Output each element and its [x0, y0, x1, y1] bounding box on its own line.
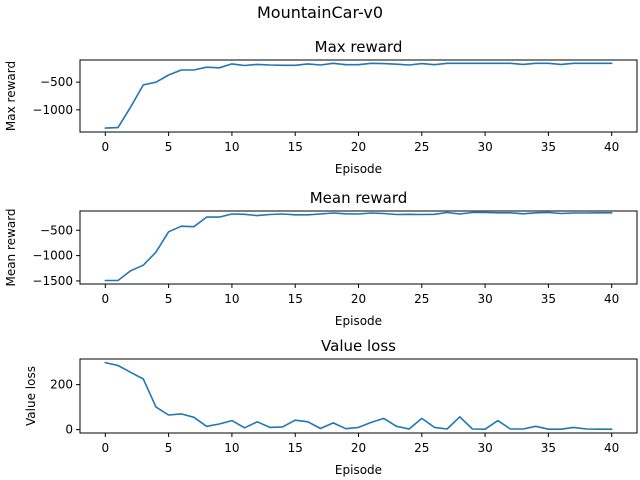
y-tick-label: 0 — [65, 423, 73, 437]
y-tick-label: −1500 — [32, 274, 73, 288]
y-tick-label: −1000 — [32, 103, 73, 117]
x-tick-label: 20 — [351, 292, 366, 306]
y-tick-label: 200 — [50, 378, 73, 392]
x-tick-label: 15 — [288, 292, 303, 306]
y-tick-label: −500 — [40, 223, 73, 237]
x-tick-label: 35 — [541, 292, 556, 306]
x-tick-label: 5 — [165, 140, 173, 154]
x-tick-label: 40 — [604, 292, 619, 306]
max-reward-title: Max reward — [315, 38, 403, 56]
x-tick-label: 35 — [541, 140, 556, 154]
max-reward-xlabel: Episode — [335, 162, 382, 176]
max-reward-axes-frame — [79, 59, 638, 133]
x-tick-label: 25 — [414, 441, 429, 455]
x-tick-label: 15 — [288, 140, 303, 154]
subplot-mean-reward: 0 5 10 15 20 25 30 35 40 −1500 −1000 −500 Mean rewar… — [4, 189, 638, 328]
y-tick-label: −500 — [40, 75, 73, 89]
value-loss-line — [104, 361, 613, 431]
x-tick-label: 0 — [101, 140, 109, 154]
mean-reward-title: Mean reward — [310, 189, 408, 207]
x-tick-label: 30 — [477, 292, 492, 306]
x-tick-label: 0 — [101, 441, 109, 455]
x-tick-label: 10 — [224, 292, 239, 306]
subplot-max-reward: 0 5 10 15 20 25 30 35 40 −1000 −500 Max reward Episo… — [4, 38, 638, 176]
x-tick-label: 0 — [101, 292, 109, 306]
subplot-value-loss: 0 5 10 15 20 25 30 35 40 0 200 Value loss Episode Val… — [24, 337, 638, 477]
x-tick-label: 20 — [351, 140, 366, 154]
mean-reward-axes-frame — [79, 210, 638, 285]
x-tick-label: 40 — [604, 140, 619, 154]
mean-reward-line — [104, 211, 613, 282]
max-reward-ylabel: Max reward — [4, 61, 18, 131]
x-tick-label: 30 — [477, 441, 492, 455]
value-loss-ylabel: Value loss — [24, 366, 38, 426]
x-tick-label: 35 — [541, 441, 556, 455]
figure-suptitle: MountainCar-v0 — [257, 3, 383, 22]
x-tick-label: 40 — [604, 441, 619, 455]
x-tick-label: 5 — [165, 292, 173, 306]
x-tick-label: 10 — [224, 441, 239, 455]
x-tick-label: 5 — [165, 441, 173, 455]
x-tick-label: 15 — [288, 441, 303, 455]
value-loss-xlabel: Episode — [335, 463, 382, 477]
value-loss-axes-frame — [79, 358, 638, 434]
mean-reward-ylabel: Mean reward — [4, 208, 18, 286]
mean-reward-xlabel: Episode — [335, 314, 382, 328]
x-tick-label: 30 — [477, 140, 492, 154]
x-tick-label: 10 — [224, 140, 239, 154]
value-loss-title: Value loss — [321, 337, 396, 355]
x-tick-label: 25 — [414, 292, 429, 306]
y-tick-label: −1000 — [32, 249, 73, 263]
max-reward-line — [104, 62, 613, 129]
x-tick-label: 25 — [414, 140, 429, 154]
x-tick-label: 20 — [351, 441, 366, 455]
